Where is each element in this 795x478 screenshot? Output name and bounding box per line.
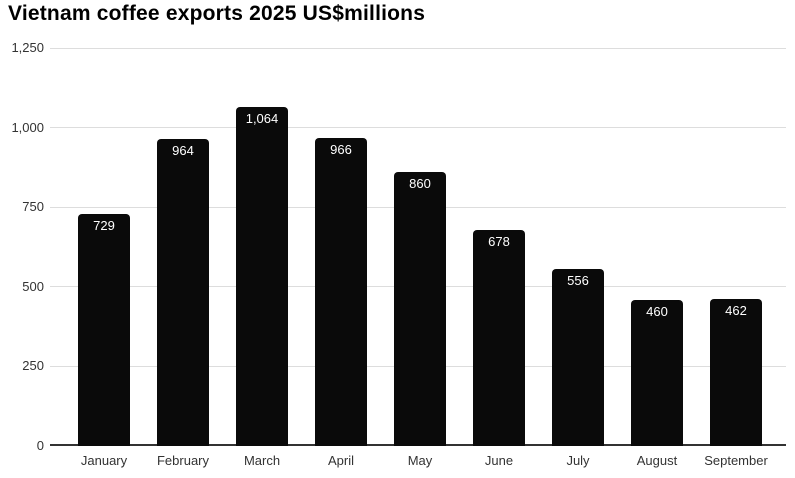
y-tick-label: 1,250 [11,40,44,55]
y-tick-label: 500 [22,278,44,294]
bar-column-march: 1,064 March [236,48,288,468]
bar-value-label: 860 [409,176,431,191]
bar-value-label: 678 [488,234,510,249]
bar-august: 460 [631,300,683,446]
bar-value-label: 966 [330,142,352,157]
bar-column-january: 729 January [78,48,130,468]
chart-title: Vietnam coffee exports 2025 US$millions [8,2,426,25]
bar-column-september: 462 September [704,48,768,468]
x-tick-label: August [636,453,678,468]
bar-march: 1,064 [236,107,288,446]
y-tick-label: 1,000 [11,119,44,135]
x-tick-label: January [80,453,128,468]
y-tick-label: 0 [36,438,44,453]
plot-area: 0 250 500 750 1,000 1,250 729 January 964 Februar… [11,40,786,468]
bar-column-july: 556 July [552,48,604,468]
bar-june: 678 [473,230,525,446]
x-tick-label: July [566,453,590,468]
x-tick-label: April [327,453,355,468]
bar-january: 729 [78,214,130,446]
gridline [50,47,786,49]
bar-column-august: 460 August [631,48,683,468]
bar-value-label: 1,064 [245,111,279,126]
x-tick-label: June [484,453,514,468]
bar-column-april: 966 April [315,48,367,468]
bars-container: 729 January 964 February 1,064 March 966 April 8… [50,48,786,468]
x-tick-label: March [243,453,281,468]
bar-value-label: 729 [93,218,115,233]
gridline [50,127,786,129]
bar-column-june: 678 June [473,48,525,468]
bar-value-label: 460 [646,304,668,319]
x-tick-label: May [407,453,433,468]
bar-value-label: 964 [172,143,194,158]
bar-july: 556 [552,269,604,446]
bar-column-may: 860 May [394,48,446,468]
x-tick-label: February [156,453,210,468]
bar-value-label: 462 [725,303,747,318]
bar-value-label: 556 [567,273,589,288]
bar-february: 964 [157,139,209,446]
bar-column-february: 964 February [157,48,209,468]
y-tick-label: 750 [22,199,44,215]
bar-may: 860 [394,172,446,446]
bar-april: 966 [315,138,367,446]
x-tick-label: September [704,453,768,468]
y-tick-label: 250 [22,358,44,374]
bar-september: 462 [710,299,762,446]
